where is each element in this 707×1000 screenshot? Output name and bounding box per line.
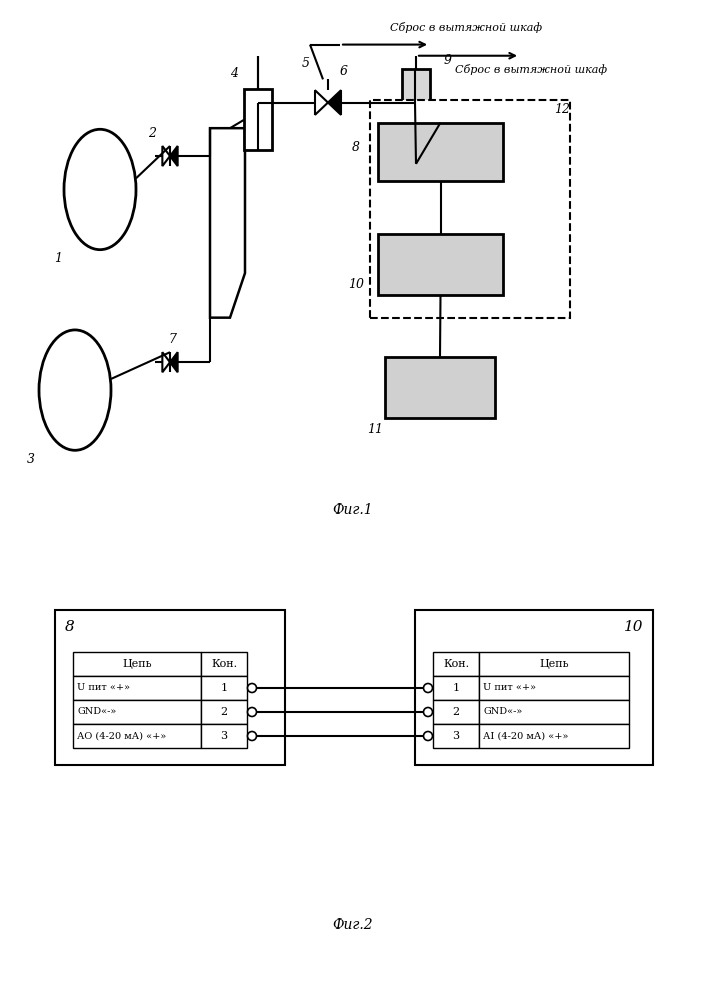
Polygon shape — [170, 352, 177, 372]
Text: 10: 10 — [624, 620, 643, 634]
Text: U пит «+»: U пит «+» — [77, 684, 130, 692]
Circle shape — [423, 732, 433, 740]
Bar — [479, 676, 629, 700]
Text: 10: 10 — [348, 278, 364, 291]
Bar — [73, 700, 201, 724]
Text: 5: 5 — [302, 57, 310, 70]
Polygon shape — [210, 128, 245, 318]
Text: 2: 2 — [452, 707, 460, 717]
Text: 1: 1 — [221, 683, 228, 693]
Bar — [201, 652, 247, 676]
Text: Цепь: Цепь — [539, 659, 569, 669]
Bar — [55, 610, 285, 765]
Bar — [370, 100, 570, 318]
Text: GND«-»: GND«-» — [483, 708, 522, 716]
Polygon shape — [328, 90, 341, 115]
Bar — [415, 610, 653, 765]
Text: Кон.: Кон. — [211, 659, 237, 669]
Circle shape — [247, 732, 257, 740]
Text: 2: 2 — [221, 707, 228, 717]
Bar — [201, 724, 247, 748]
Text: 9: 9 — [444, 54, 452, 67]
Bar — [378, 123, 503, 181]
Bar — [244, 89, 272, 150]
Text: АО (4-20 мА) «+»: АО (4-20 мА) «+» — [77, 732, 166, 740]
Bar — [73, 676, 201, 700]
Text: 11: 11 — [367, 423, 383, 436]
Text: 4: 4 — [230, 67, 238, 80]
Text: 3: 3 — [452, 731, 460, 741]
Text: Сброс в вытяжной шкаф: Сброс в вытяжной шкаф — [390, 22, 542, 33]
Bar — [433, 652, 479, 676]
Bar — [433, 676, 479, 700]
Text: 7: 7 — [168, 333, 176, 346]
Bar — [385, 357, 495, 418]
Text: Фиг.2: Фиг.2 — [333, 918, 373, 932]
Text: 1: 1 — [54, 252, 62, 265]
Text: 3: 3 — [221, 731, 228, 741]
Circle shape — [423, 684, 433, 692]
Text: Фиг.1: Фиг.1 — [333, 503, 373, 517]
Text: 8: 8 — [65, 620, 75, 634]
Bar — [73, 652, 201, 676]
Circle shape — [423, 708, 433, 716]
Polygon shape — [163, 352, 170, 372]
Bar — [433, 724, 479, 748]
Bar — [479, 700, 629, 724]
Polygon shape — [315, 90, 328, 115]
Text: 2: 2 — [148, 127, 156, 140]
Ellipse shape — [39, 330, 111, 450]
Text: 12: 12 — [554, 103, 570, 116]
Text: Цепь: Цепь — [122, 659, 152, 669]
Text: 6: 6 — [340, 65, 348, 78]
Bar — [479, 724, 629, 748]
Bar — [433, 700, 479, 724]
Bar — [402, 69, 430, 164]
Circle shape — [247, 684, 257, 692]
Bar — [73, 724, 201, 748]
Text: U пит «+»: U пит «+» — [483, 684, 536, 692]
Bar — [201, 676, 247, 700]
Bar — [201, 700, 247, 724]
Bar — [378, 234, 503, 295]
Text: 1: 1 — [452, 683, 460, 693]
Text: GND«-»: GND«-» — [77, 708, 116, 716]
Polygon shape — [170, 146, 177, 166]
Circle shape — [247, 708, 257, 716]
Text: Кон.: Кон. — [443, 659, 469, 669]
Text: Сброс в вытяжной шкаф: Сброс в вытяжной шкаф — [455, 64, 607, 75]
Text: АI (4-20 мА) «+»: АI (4-20 мА) «+» — [483, 732, 568, 740]
Bar — [479, 652, 629, 676]
Text: 8: 8 — [352, 141, 360, 154]
Ellipse shape — [64, 129, 136, 250]
Polygon shape — [163, 146, 170, 166]
Text: 3: 3 — [27, 453, 35, 466]
